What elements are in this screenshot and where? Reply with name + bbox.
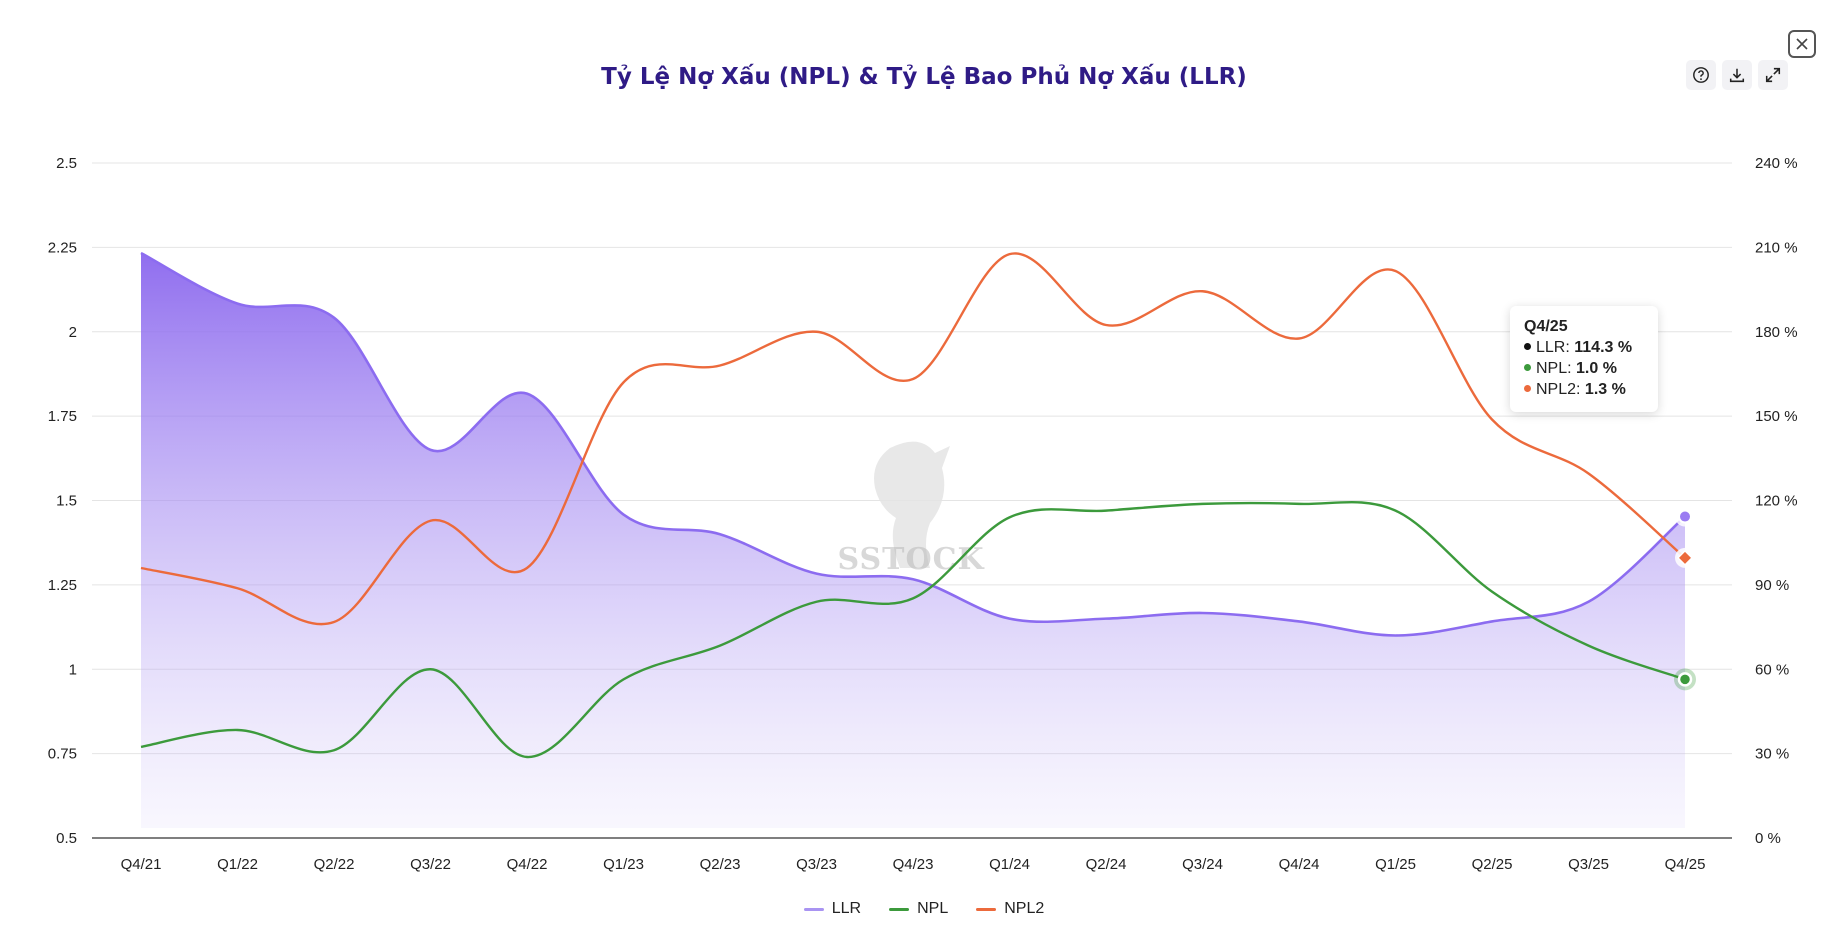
series-line-llr xyxy=(140,251,1686,637)
tooltip-row-npl2: NPL2: 1.3 % xyxy=(1524,379,1644,400)
x-tick-label: Q2/23 xyxy=(700,856,741,873)
legend-swatch-llr xyxy=(803,907,824,911)
x-tick-label: Q2/25 xyxy=(1472,856,1513,873)
y-left-tick-label: 2.25 xyxy=(48,239,77,256)
y-right-tick-label: 90 % xyxy=(1755,577,1789,594)
marker-npl xyxy=(1677,672,1693,687)
x-tick-label: Q2/22 xyxy=(314,856,355,873)
download-button[interactable] xyxy=(1722,60,1752,90)
y-left-tick-label: 1.5 xyxy=(56,493,77,510)
x-tick-label: Q4/21 xyxy=(121,856,162,873)
y-right-tick-label: 180 % xyxy=(1755,324,1798,341)
y-right-tick-label: 0 % xyxy=(1755,830,1781,847)
tooltip-value-npl: 1.0 % xyxy=(1576,360,1617,377)
legend-item-npl2[interactable]: NPL2 xyxy=(976,900,1044,918)
y-right-tick-label: 120 % xyxy=(1755,493,1798,510)
chart-title: Tỷ Lệ Nợ Xấu (NPL) & Tỷ Lệ Bao Phủ Nợ Xấ… xyxy=(601,64,1247,90)
y-right-tick-label: 150 % xyxy=(1755,408,1798,425)
x-tick-label: Q3/23 xyxy=(796,856,837,873)
expand-button[interactable] xyxy=(1758,60,1788,90)
help-icon xyxy=(1693,67,1709,83)
y-right-tick-label: 210 % xyxy=(1755,239,1798,256)
help-button[interactable] xyxy=(1686,60,1716,90)
y-right-tick-label: 30 % xyxy=(1755,746,1789,763)
legend-item-llr[interactable]: LLR xyxy=(803,900,862,918)
x-tick-label: Q4/22 xyxy=(507,856,548,873)
y-right-tick-label: 240 % xyxy=(1755,155,1798,172)
tooltip-title: Q4/25 xyxy=(1524,318,1568,335)
legend-swatch-npl2 xyxy=(976,907,997,911)
tooltip-row-llr: LLR: 114.3 % xyxy=(1524,337,1644,358)
series-line-npl2 xyxy=(140,252,1686,626)
tooltip-row-npl: NPL: 1.0 % xyxy=(1524,358,1644,379)
x-tick-label: Q3/25 xyxy=(1568,856,1609,873)
x-tick-label: Q2/24 xyxy=(1086,856,1127,873)
chart-toolbar xyxy=(1686,60,1788,90)
tooltip-dot-llr xyxy=(1524,343,1531,350)
collapse-icon xyxy=(1796,38,1808,50)
y-left-tick-label: 0.75 xyxy=(48,746,77,763)
chart-tooltip: Q4/25 LLR: 114.3 % NPL: 1.0 % NPL2: 1.3 … xyxy=(1510,306,1658,412)
legend-label-npl2: NPL2 xyxy=(1004,900,1045,917)
expand-icon xyxy=(1765,67,1781,83)
tooltip-dot-npl2 xyxy=(1524,385,1531,392)
legend-item-npl[interactable]: NPL xyxy=(889,900,948,918)
y-left-tick-label: 2 xyxy=(69,324,77,341)
x-tick-label: Q1/22 xyxy=(217,856,258,873)
y-left-tick-label: 1.75 xyxy=(48,408,77,425)
x-tick-label: Q4/25 xyxy=(1665,856,1706,873)
y-left-tick-label: 2.5 xyxy=(56,155,77,172)
marker-llr xyxy=(1678,509,1692,524)
download-icon xyxy=(1729,68,1745,83)
legend-label-npl: NPL xyxy=(917,900,949,917)
y-right-tick-label: 60 % xyxy=(1755,661,1789,678)
collapse-button[interactable] xyxy=(1788,30,1816,58)
chart-legend: LLR NPL NPL2 xyxy=(0,900,1848,918)
x-tick-label: Q3/22 xyxy=(410,856,451,873)
series-line-npl xyxy=(140,500,1686,759)
tooltip-value-llr: 114.3 % xyxy=(1574,339,1633,356)
tooltip-dot-npl xyxy=(1524,364,1531,371)
x-tick-label: Q4/23 xyxy=(893,856,934,873)
x-tick-label: Q4/24 xyxy=(1279,856,1320,873)
x-tick-label: Q1/23 xyxy=(603,856,644,873)
x-tick-label: Q1/24 xyxy=(989,856,1030,873)
x-tick-label: Q1/25 xyxy=(1375,856,1416,873)
y-left-tick-label: 0.5 xyxy=(56,830,77,847)
y-left-tick-label: 1.25 xyxy=(48,577,77,594)
series-area-llr xyxy=(141,253,1685,828)
marker-npl2 xyxy=(1676,549,1694,566)
tooltip-value-npl2: 1.3 % xyxy=(1584,381,1626,398)
tooltip-name-npl: NPL xyxy=(1536,360,1568,377)
tooltip-name-npl2: NPL2 xyxy=(1536,381,1577,398)
tooltip-name-llr: LLR xyxy=(1536,339,1566,356)
x-tick-label: Q3/24 xyxy=(1182,856,1223,873)
legend-swatch-npl xyxy=(889,907,910,911)
y-left-tick-label: 1 xyxy=(69,661,77,678)
legend-label-llr: LLR xyxy=(831,900,862,917)
